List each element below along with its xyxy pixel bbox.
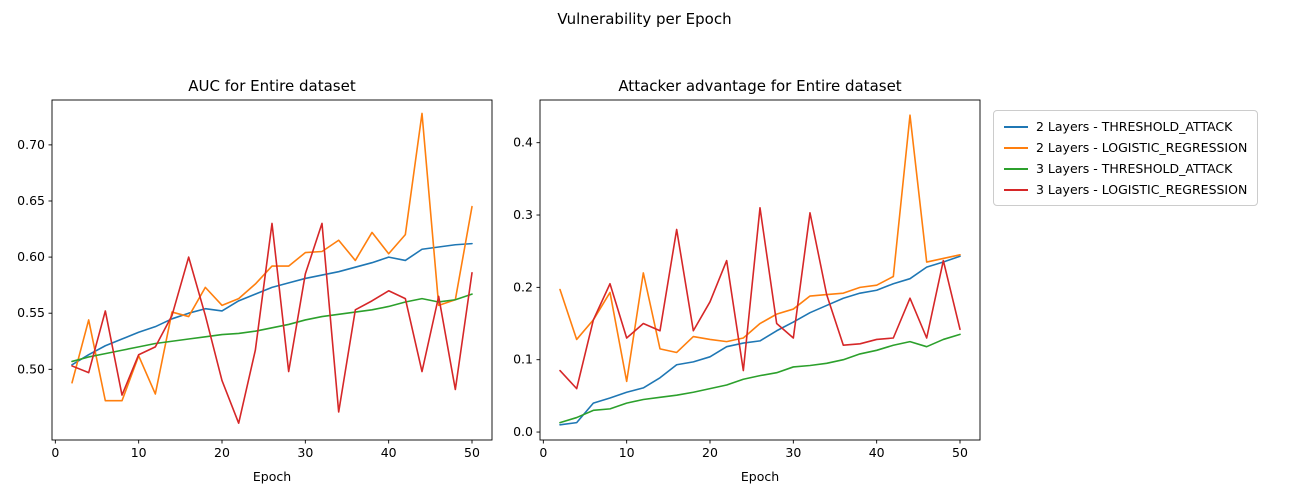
x-tick-label: 10 bbox=[619, 445, 635, 460]
legend-label: 3 Layers - LOGISTIC_REGRESSION bbox=[1036, 182, 1248, 197]
series-line-2-layers-threshold-attack bbox=[71, 242, 473, 366]
series-line-2-layers-threshold-attack bbox=[559, 255, 961, 426]
y-tick-label: 0.2 bbox=[513, 279, 533, 294]
y-tick-label: 0.70 bbox=[17, 137, 45, 152]
y-tick-label: 0.3 bbox=[513, 207, 533, 222]
legend-label: 2 Layers - LOGISTIC_REGRESSION bbox=[1036, 140, 1248, 155]
legend-item: 3 Layers - THRESHOLD_ATTACK bbox=[1004, 161, 1247, 176]
x-tick-label: 0 bbox=[51, 445, 59, 460]
legend-swatch bbox=[1004, 125, 1028, 128]
chart-auc: 0 10 20 30 40 50 0.50 0.55 0.60 0.65 0.70 AUC for E… bbox=[17, 77, 493, 484]
x-tick-label: 40 bbox=[381, 445, 397, 460]
x-tick-label: 30 bbox=[297, 445, 313, 460]
y-tick-label: 0.60 bbox=[17, 249, 45, 264]
chart-title: Attacker advantage for Entire dataset bbox=[618, 77, 901, 95]
series-line-2-layers-logistic-regression bbox=[559, 114, 961, 383]
x-tick-label: 50 bbox=[952, 445, 968, 460]
y-tick-label: 0.65 bbox=[17, 193, 45, 208]
x-tick-label: 20 bbox=[214, 445, 230, 460]
series-line-3-layers-logistic-regression bbox=[559, 206, 961, 390]
legend-item: 3 Layers - LOGISTIC_REGRESSION bbox=[1004, 182, 1247, 197]
y-tick-label: 0.50 bbox=[17, 361, 45, 376]
series-line-3-layers-threshold-attack bbox=[559, 333, 961, 424]
x-tick-label: 10 bbox=[131, 445, 147, 460]
legend-swatch bbox=[1004, 146, 1028, 149]
y-tick-label: 0.55 bbox=[17, 305, 45, 320]
legend-swatch bbox=[1004, 167, 1028, 170]
legend-item: 2 Layers - THRESHOLD_ATTACK bbox=[1004, 119, 1247, 134]
legend-label: 2 Layers - THRESHOLD_ATTACK bbox=[1036, 119, 1233, 134]
x-axis-label: Epoch bbox=[741, 469, 779, 484]
x-tick-label: 0 bbox=[539, 445, 547, 460]
legend-label: 3 Layers - THRESHOLD_ATTACK bbox=[1036, 161, 1233, 176]
legend-swatch bbox=[1004, 188, 1028, 191]
plot-box bbox=[51, 99, 493, 441]
series-line-2-layers-logistic-regression bbox=[71, 112, 473, 402]
y-tick-label: 0.1 bbox=[513, 352, 533, 367]
plot-box bbox=[539, 99, 981, 441]
x-tick-label: 30 bbox=[785, 445, 801, 460]
legend: 2 Layers - THRESHOLD_ATTACK 2 Layers - LO… bbox=[993, 110, 1259, 206]
figure-title: Vulnerability per Epoch bbox=[557, 10, 732, 28]
x-tick-label: 40 bbox=[869, 445, 885, 460]
series-line-3-layers-logistic-regression bbox=[71, 222, 473, 424]
x-tick-label: 20 bbox=[702, 445, 718, 460]
chart-attacker-advantage: 0 10 20 30 40 50 0.0 0.1 0.2 0.3 0.4 Attacker advan… bbox=[513, 77, 981, 484]
y-tick-label: 0.0 bbox=[513, 424, 533, 439]
y-tick-label: 0.4 bbox=[513, 135, 533, 150]
x-axis-label: Epoch bbox=[253, 469, 291, 484]
legend-item: 2 Layers - LOGISTIC_REGRESSION bbox=[1004, 140, 1247, 155]
chart-title: AUC for Entire dataset bbox=[188, 77, 356, 95]
x-tick-label: 50 bbox=[464, 445, 480, 460]
